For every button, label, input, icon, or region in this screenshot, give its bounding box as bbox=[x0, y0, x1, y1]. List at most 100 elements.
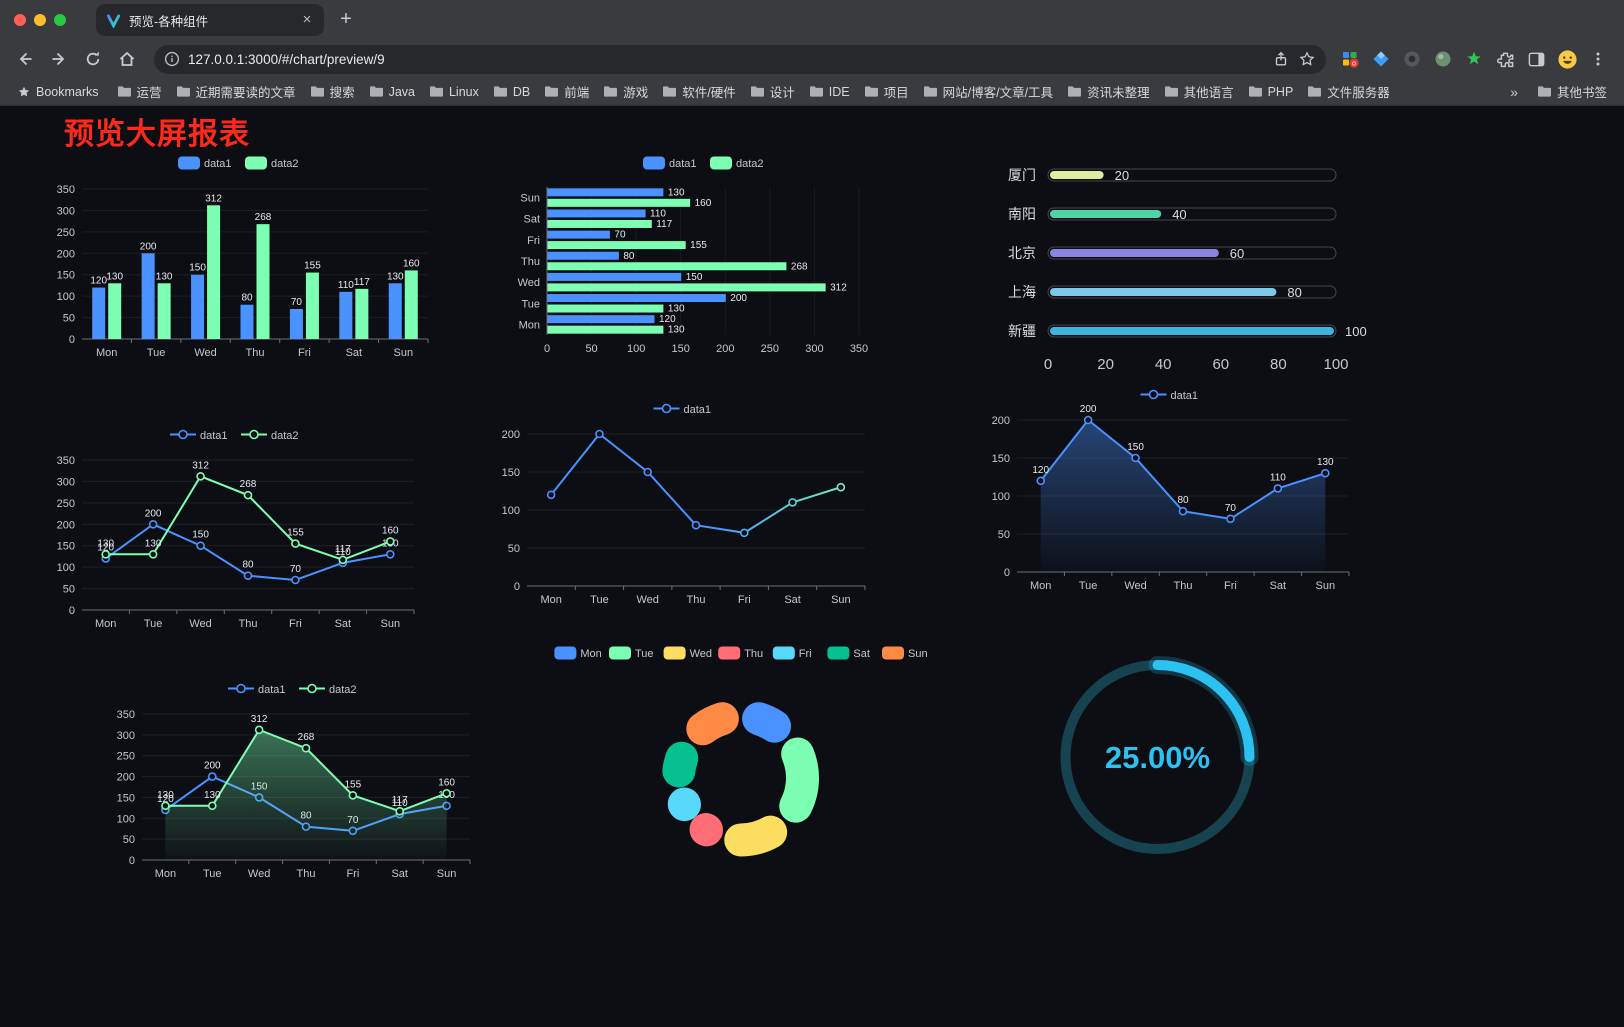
folder-icon bbox=[1164, 85, 1179, 98]
svg-text:Fri: Fri bbox=[799, 648, 812, 660]
svg-text:80: 80 bbox=[623, 251, 635, 262]
bookmark-folder[interactable]: 近期需要读的文章 bbox=[169, 79, 303, 104]
other-bookmarks-label: 其他书签 bbox=[1556, 86, 1607, 100]
svg-text:117: 117 bbox=[335, 544, 351, 555]
browser-tab-active[interactable]: 预览-各种组件 × bbox=[96, 4, 324, 36]
svg-text:20: 20 bbox=[1097, 356, 1114, 373]
other-bookmarks[interactable]: 其他书签 bbox=[1530, 79, 1614, 104]
bookmark-folder[interactable]: 运营 bbox=[110, 79, 169, 104]
folder-icon bbox=[603, 85, 618, 98]
profile-avatar[interactable] bbox=[1555, 47, 1579, 71]
url-text[interactable]: 127.0.0.1:3000/#/chart/preview/9 bbox=[188, 51, 385, 67]
svg-text:70: 70 bbox=[291, 297, 303, 308]
bookmark-folder[interactable]: IDE bbox=[802, 82, 857, 102]
extension-icon-blue-gem[interactable] bbox=[1369, 47, 1393, 71]
sidebar-panel-icon[interactable] bbox=[1524, 47, 1548, 71]
svg-text:Sun: Sun bbox=[831, 594, 851, 606]
bookmark-folder[interactable]: 游戏 bbox=[596, 79, 655, 104]
svg-text:150: 150 bbox=[502, 467, 520, 479]
svg-text:312: 312 bbox=[830, 282, 847, 293]
svg-text:Wed: Wed bbox=[189, 618, 211, 630]
share-icon[interactable] bbox=[1272, 50, 1290, 68]
svg-text:Wed: Wed bbox=[248, 868, 270, 880]
bookmarks-root-item[interactable]: Bookmarks bbox=[10, 82, 106, 102]
svg-text:130: 130 bbox=[156, 271, 173, 282]
chart-canvas: 0 50 100 150 200 250 300 350 Mon Tue Wed Thu Fri Sat S… bbox=[518, 156, 868, 355]
close-window-button[interactable] bbox=[14, 14, 26, 26]
chart-line-two-series[interactable]: 0 50 100 150 200 250 300 350 Mon Tue Wed Thu Fri Sat S… bbox=[40, 424, 432, 640]
bookmark-folder[interactable]: Linux bbox=[422, 82, 486, 102]
bookmark-folder[interactable]: 软件/硬件 bbox=[655, 79, 742, 104]
chart-gauge[interactable]: 25.00% bbox=[1040, 651, 1275, 863]
new-tab-button[interactable]: + bbox=[340, 8, 352, 30]
home-icon[interactable] bbox=[112, 44, 142, 74]
svg-text:130: 130 bbox=[1317, 457, 1334, 468]
chart-line-area-two-series[interactable]: 0 50 100 150 200 250 300 350 Mon Tue Wed Thu Fri Sat S… bbox=[100, 678, 488, 890]
chart-line-area[interactable]: 0 50 100 150 200 Mon Tue Wed Thu Fri Sat Sun 120 200 1… bbox=[975, 384, 1367, 602]
bookmark-folder[interactable]: PHP bbox=[1241, 82, 1301, 102]
svg-text:350: 350 bbox=[57, 455, 75, 467]
address-bar[interactable]: 127.0.0.1:3000/#/chart/preview/9 bbox=[154, 44, 1326, 74]
chart-canvas: 0 50 100 150 200 250 300 350 Mon Tue Wed Thu Fri Sat S… bbox=[117, 683, 471, 880]
bookmark-folder[interactable]: 网站/博客/文章/工具 bbox=[916, 79, 1060, 104]
bookmark-folder[interactable]: 资讯未整理 bbox=[1060, 79, 1157, 104]
svg-text:110: 110 bbox=[338, 280, 354, 291]
bookmark-folder[interactable]: 设计 bbox=[743, 79, 802, 104]
svg-text:100: 100 bbox=[57, 291, 75, 303]
extension-icon-green-sphere[interactable] bbox=[1431, 47, 1455, 71]
svg-text:Thu: Thu bbox=[687, 594, 706, 606]
svg-text:Mon: Mon bbox=[580, 648, 601, 660]
site-info-icon[interactable] bbox=[164, 51, 180, 67]
browser-menu-icon[interactable] bbox=[1586, 47, 1610, 71]
bookmarks-overflow-chevron[interactable]: » bbox=[1510, 83, 1518, 100]
bookmark-folder[interactable]: 项目 bbox=[857, 79, 916, 104]
chart-grouped-bar[interactable]: 0 50 100 150 200 250 300 350 Mon Tue Wed Thu Fri Sat S… bbox=[40, 151, 440, 373]
svg-text:Sun: Sun bbox=[393, 347, 413, 359]
bookmark-folder[interactable]: DB bbox=[486, 82, 537, 102]
bookmark-star-icon[interactable] bbox=[1298, 50, 1316, 68]
bookmark-folder[interactable]: 前端 bbox=[537, 79, 596, 104]
forward-icon[interactable] bbox=[44, 44, 74, 74]
svg-text:Thu: Thu bbox=[297, 868, 316, 880]
svg-text:Sun: Sun bbox=[1315, 580, 1335, 592]
chart-progress-bars[interactable]: 厦门 20 南阳 40 北京 60 上海 80 新疆 100 0 20 40 60 80 100 bbox=[975, 151, 1385, 391]
svg-text:Wed: Wed bbox=[194, 347, 216, 359]
svg-text:130: 130 bbox=[97, 538, 114, 549]
svg-text:Thu: Thu bbox=[239, 618, 258, 630]
bookmark-folder[interactable]: 搜索 bbox=[303, 79, 362, 104]
svg-text:200: 200 bbox=[1080, 404, 1097, 415]
svg-text:100: 100 bbox=[502, 505, 520, 517]
svg-text:Sat: Sat bbox=[784, 594, 801, 606]
extension-icon-colored-grid[interactable]: o bbox=[1338, 47, 1362, 71]
extension-icon-dark-circle[interactable] bbox=[1400, 47, 1424, 71]
svg-text:250: 250 bbox=[761, 343, 779, 355]
svg-text:20: 20 bbox=[1115, 168, 1129, 183]
chart-line-gradient[interactable]: 0 50 100 150 200 Mon Tue Wed Thu Fri Sat Sun data1 bbox=[485, 398, 883, 616]
minimize-window-button[interactable] bbox=[34, 14, 46, 26]
zoom-window-button[interactable] bbox=[54, 14, 66, 26]
folder-icon bbox=[544, 85, 559, 98]
extensions-puzzle-icon[interactable] bbox=[1493, 47, 1517, 71]
svg-text:50: 50 bbox=[585, 343, 597, 355]
chart-donut[interactable]: Mon Tue Wed Thu Fri Sat Sun bbox=[548, 638, 933, 878]
svg-text:120: 120 bbox=[659, 314, 676, 325]
svg-text:Thu: Thu bbox=[1174, 580, 1193, 592]
svg-text:100: 100 bbox=[1323, 356, 1348, 373]
svg-text:80: 80 bbox=[1287, 285, 1301, 300]
bookmark-folder[interactable]: Java bbox=[362, 82, 422, 102]
bookmark-folder[interactable]: 文件服务器 bbox=[1300, 79, 1397, 104]
chart-horizontal-bar[interactable]: 0 50 100 150 200 250 300 350 Mon Tue Wed Thu Fri Sat S… bbox=[505, 151, 905, 365]
back-icon[interactable] bbox=[10, 44, 40, 74]
svg-text:160: 160 bbox=[695, 198, 712, 209]
extension-icon-green-star[interactable] bbox=[1462, 47, 1486, 71]
chart-canvas: 25.00% bbox=[1060, 656, 1259, 854]
bookmark-folder[interactable]: 其他语言 bbox=[1157, 79, 1241, 104]
svg-text:300: 300 bbox=[117, 730, 135, 742]
folder-icon bbox=[662, 85, 677, 98]
svg-text:40: 40 bbox=[1172, 207, 1186, 222]
svg-text:Wed: Wed bbox=[1124, 580, 1146, 592]
svg-text:80: 80 bbox=[1270, 356, 1287, 373]
svg-text:Fri: Fri bbox=[527, 235, 540, 247]
reload-icon[interactable] bbox=[78, 44, 108, 74]
tab-close-icon[interactable]: × bbox=[302, 11, 312, 28]
